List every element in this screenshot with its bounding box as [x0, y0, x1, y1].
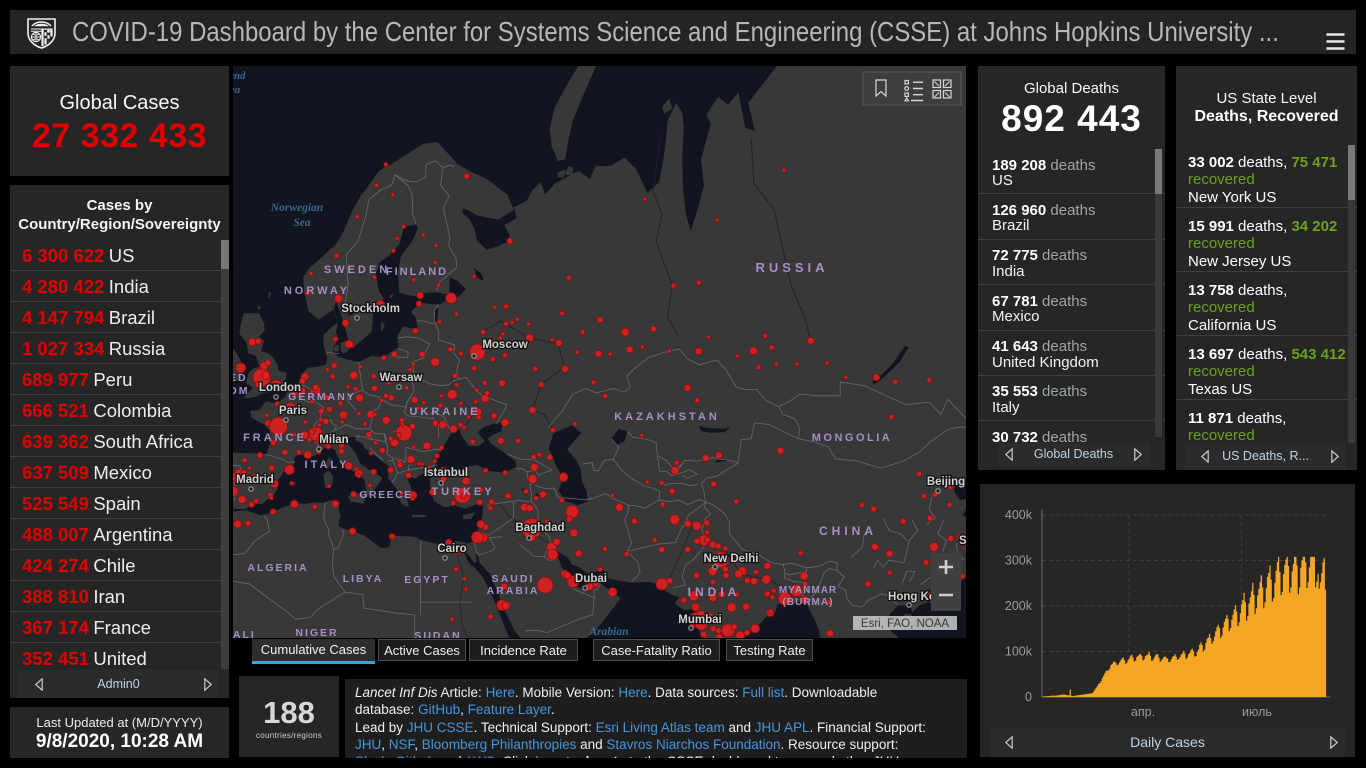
svg-text:KAZAKHSTAN: KAZAKHSTAN: [614, 411, 720, 423]
svg-text:июль: июль: [1242, 705, 1272, 719]
svg-text:Istanbul: Istanbul: [424, 467, 468, 479]
svg-text:Arabian: Arabian: [589, 626, 629, 638]
svg-text:New Delhi: New Delhi: [704, 553, 759, 565]
svg-text:CHINA: CHINA: [819, 524, 877, 538]
svg-text:Mumbai: Mumbai: [678, 614, 721, 626]
svg-text:апр.: апр.: [1131, 705, 1155, 719]
svg-text:300k: 300k: [1005, 554, 1033, 568]
svg-text:MYANMAR: MYANMAR: [779, 585, 837, 596]
svg-text:ED: ED: [233, 372, 248, 384]
svg-text:UKRAINE: UKRAINE: [409, 406, 480, 418]
svg-text:Madrid: Madrid: [236, 474, 274, 486]
svg-text:Sea: Sea: [293, 217, 311, 229]
svg-text:Milan: Milan: [319, 434, 348, 446]
svg-text:Paris: Paris: [279, 405, 307, 417]
svg-text:Beijing: Beijing: [927, 476, 965, 488]
svg-text:SWEDEN: SWEDEN: [324, 264, 390, 276]
svg-text:EGYPT: EGYPT: [404, 574, 450, 586]
svg-text:MALI: MALI: [233, 629, 256, 638]
svg-text:ea: ea: [233, 84, 241, 96]
svg-text:Esri, FAO, NOAA: Esri, FAO, NOAA: [861, 618, 950, 630]
svg-text:FRANCE: FRANCE: [243, 432, 307, 444]
svg-text:SUDAN: SUDAN: [414, 630, 461, 638]
svg-text:Stockholm: Stockholm: [341, 303, 400, 315]
svg-text:RUSSIA: RUSSIA: [755, 260, 828, 275]
svg-text:SAUDI: SAUDI: [492, 573, 535, 585]
svg-text:0: 0: [1025, 690, 1032, 704]
svg-text:and: and: [233, 70, 246, 82]
svg-text:Dubai: Dubai: [575, 573, 607, 585]
svg-text:NIGER: NIGER: [295, 627, 338, 638]
svg-text:FINLAND: FINLAND: [386, 266, 448, 278]
svg-text:100k: 100k: [1005, 645, 1033, 659]
svg-text:ARABIA: ARABIA: [487, 585, 540, 597]
svg-text:London: London: [259, 382, 301, 394]
svg-text:ITALY: ITALY: [305, 459, 350, 471]
svg-text:LIBYA: LIBYA: [343, 573, 384, 585]
svg-text:DOM: DOM: [233, 385, 250, 397]
svg-text:Moscow: Moscow: [482, 339, 527, 351]
svg-text:400k: 400k: [1005, 508, 1033, 522]
svg-text:(BURMA): (BURMA): [783, 597, 834, 608]
svg-text:TURKEY: TURKEY: [431, 486, 494, 498]
svg-text:Baghdad: Baghdad: [515, 522, 564, 534]
svg-text:GREECE: GREECE: [359, 489, 412, 501]
svg-text:NORWAY: NORWAY: [284, 285, 350, 297]
svg-text:Cairo: Cairo: [437, 543, 466, 555]
svg-text:Norwegian: Norwegian: [270, 202, 323, 214]
svg-text:ALGERIA: ALGERIA: [247, 562, 308, 574]
svg-text:INDIA: INDIA: [688, 585, 741, 599]
svg-text:MONGOLIA: MONGOLIA: [812, 432, 893, 444]
svg-text:200k: 200k: [1005, 599, 1033, 613]
svg-text:Sh: Sh: [959, 535, 966, 547]
svg-text:GERMANY: GERMANY: [288, 391, 356, 403]
svg-text:Warsaw: Warsaw: [379, 372, 422, 384]
